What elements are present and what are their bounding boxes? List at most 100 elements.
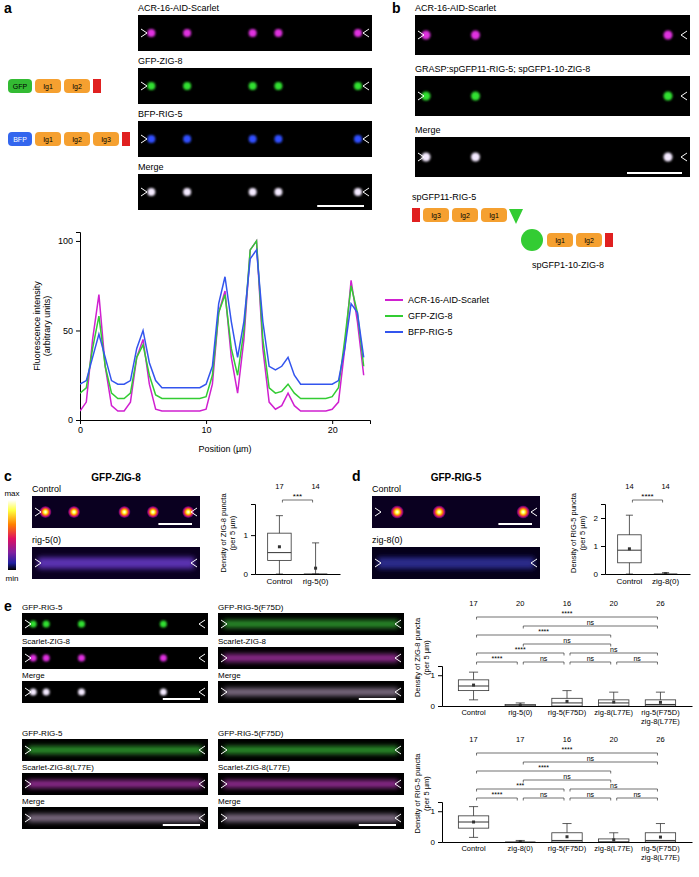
transmembrane — [93, 79, 101, 93]
boxes — [268, 516, 328, 574]
sample-size: 17 — [469, 735, 477, 744]
mean — [659, 836, 662, 839]
arrowhead — [531, 508, 537, 516]
tick-mark — [76, 241, 80, 242]
punctum — [78, 689, 85, 696]
arrowhead — [363, 29, 369, 37]
punctum — [183, 82, 191, 90]
image-label: zig-8(0) — [372, 535, 403, 545]
mean — [472, 821, 475, 824]
arrowhead — [199, 780, 205, 788]
arrowhead — [25, 746, 31, 754]
image-background — [218, 681, 404, 703]
box — [268, 533, 292, 560]
sample-size: 26 — [656, 735, 664, 744]
diffuse-signal — [378, 557, 534, 569]
arrowhead — [418, 31, 424, 39]
punctum — [147, 506, 159, 518]
image-label: Merge — [22, 797, 45, 806]
image-background — [22, 681, 208, 703]
mean — [664, 572, 667, 574]
image-background — [218, 647, 404, 669]
micrograph — [218, 739, 404, 761]
tick-label: 0 — [594, 570, 599, 579]
punctum — [274, 29, 282, 37]
category-line: Control — [267, 577, 293, 586]
significance-label: *** — [293, 492, 302, 501]
panel-title: GFP-ZIG-8 — [91, 472, 141, 483]
axis-line — [443, 706, 693, 707]
median — [599, 842, 629, 843]
micrograph — [22, 773, 208, 795]
arrowhead — [141, 188, 147, 196]
image-label: GFP-RIG-5(F75D) — [218, 729, 284, 738]
punctum — [160, 689, 167, 696]
arrowhead — [221, 688, 227, 696]
tick-mark — [76, 330, 80, 331]
image-background — [22, 807, 208, 829]
tick-label: 0 — [78, 425, 83, 435]
category-line: zig-8(0) — [652, 577, 679, 586]
punctum — [160, 655, 167, 662]
micrograph — [415, 76, 690, 116]
bracket — [477, 798, 518, 801]
axis: 01 — [244, 505, 256, 580]
punctum — [78, 655, 85, 662]
punctum — [249, 135, 257, 143]
category-line: zig-8(L77E) — [641, 853, 680, 862]
whisker-cap — [312, 542, 319, 543]
category-line: Control — [461, 708, 486, 717]
ig-domain — [452, 208, 478, 222]
scale-bar — [359, 824, 396, 826]
category-label: Control — [267, 577, 293, 586]
bracket — [477, 789, 564, 792]
significance-label: **** — [515, 646, 526, 653]
arrowhead — [681, 153, 687, 161]
scale-bar — [163, 698, 200, 700]
axis-title: Density of RIG-5 puncta(per 5 µm) — [569, 492, 587, 573]
arrowhead — [363, 188, 369, 196]
legend-label: GFP-ZIG-8 — [408, 311, 453, 321]
category-label: rig-5(0) — [508, 708, 533, 717]
tick: zig-8(0) — [652, 577, 679, 586]
diffuse-signal — [38, 557, 194, 569]
significance-label: ns — [610, 646, 618, 653]
tick: 1 — [431, 807, 442, 816]
punctum — [68, 506, 80, 518]
axis-line — [601, 505, 606, 575]
micrograph — [372, 547, 540, 579]
tick-label: 50 — [63, 326, 73, 336]
image-label: BFP-RIG-5 — [138, 109, 183, 119]
punctum — [249, 29, 257, 37]
tick-label: 2 — [594, 514, 599, 523]
axis-line — [438, 667, 443, 707]
arrowhead — [35, 559, 41, 567]
category-line: Control — [461, 844, 486, 853]
whisker-cap — [469, 806, 478, 807]
arrowhead — [681, 31, 687, 39]
mean — [472, 684, 475, 687]
whisker-cap — [469, 837, 478, 838]
tick: rig-5(F75D)zig-8(L77E) — [641, 708, 680, 725]
axis-line — [438, 803, 443, 843]
axis-line — [81, 421, 371, 425]
x-axis: Control rig-5(0) — [256, 575, 341, 586]
tick-mark — [438, 811, 442, 812]
image-label: Scarlet-ZIG-8(L77E) — [218, 763, 290, 772]
arrowhead — [681, 92, 687, 100]
arrowhead — [221, 814, 227, 822]
significance-label: *** — [516, 782, 524, 789]
image-label: Scarlet-ZIG-8 — [218, 637, 267, 646]
whisker-cap — [609, 692, 618, 693]
significance: ****************nsnsnsnsnsns — [477, 610, 658, 665]
ig-domain-label: Ig2 — [72, 83, 82, 91]
tick: rig-5(0) — [303, 577, 329, 586]
image-label: ACR-16-AID-Scarlet — [138, 3, 220, 13]
image-background — [218, 739, 404, 761]
ig-domain — [576, 233, 602, 247]
ig-domain — [547, 233, 573, 247]
image-label: GFP-ZIG-8 — [138, 56, 183, 66]
box — [599, 839, 629, 842]
image-label: Scarlet-ZIG-8 — [22, 637, 71, 646]
axis-title-line: (per 5 µm) — [578, 515, 587, 550]
